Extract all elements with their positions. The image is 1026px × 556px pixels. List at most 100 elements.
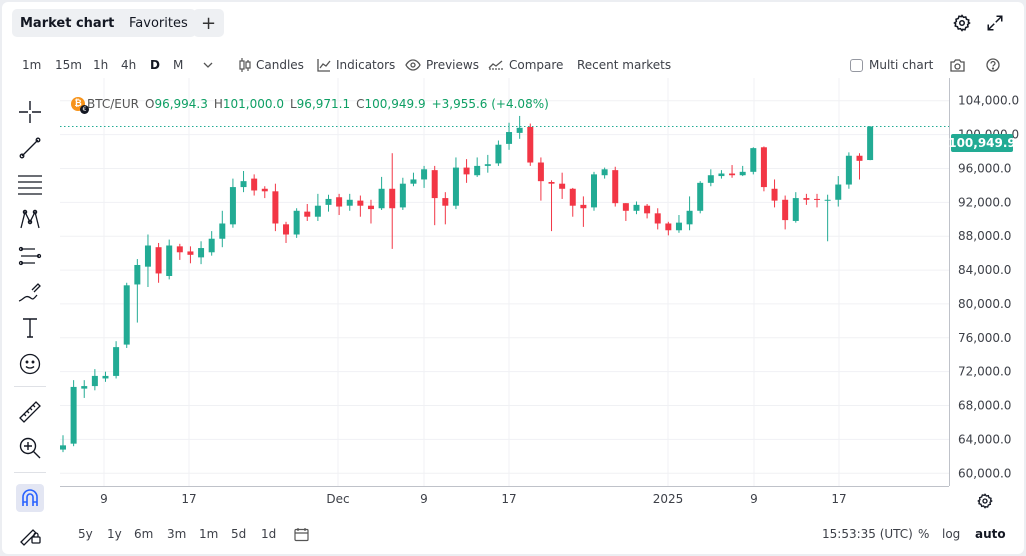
indicators-button[interactable]: Indicators — [317, 56, 395, 74]
brush-icon[interactable] — [16, 279, 44, 307]
auto-toggle[interactable]: auto — [975, 527, 1006, 541]
candle-body — [750, 148, 757, 172]
candle-body — [803, 198, 810, 200]
candle-body — [686, 210, 693, 225]
magnet-icon[interactable] — [16, 484, 44, 512]
text-icon[interactable] — [16, 314, 44, 342]
recent-markets-button[interactable]: Recent markets — [577, 58, 672, 72]
y-tick-label: 88,000.0 — [958, 229, 1011, 243]
candle-body — [144, 245, 151, 267]
candle-body — [771, 188, 778, 201]
range-6m[interactable]: 6m — [134, 527, 154, 541]
candle-body — [697, 182, 704, 211]
tab-market-chart[interactable]: Market chart ✕ — [12, 9, 141, 37]
calendar-icon[interactable] — [294, 526, 309, 542]
candle-body — [484, 164, 491, 166]
candle-body — [506, 132, 513, 144]
candle-body — [60, 445, 66, 450]
crosshair-icon[interactable] — [16, 98, 44, 126]
open-value: O96,994.3 — [144, 97, 208, 111]
multi-chart-toggle[interactable]: Multi chart — [850, 56, 933, 74]
x-tick-label: Dec — [326, 492, 349, 506]
x-tick-label: 9 — [100, 492, 108, 506]
help-icon[interactable] — [986, 56, 1005, 74]
y-tick-label: 64,000.0 — [958, 432, 1011, 446]
candle-body — [644, 205, 651, 214]
compare-label: Compare — [509, 58, 564, 72]
candle-body — [219, 223, 226, 239]
y-tick-label: 96,000.0 — [958, 161, 1011, 175]
emoji-icon[interactable] — [16, 350, 44, 378]
zoom-in-icon[interactable] — [16, 434, 44, 462]
chevron-down-icon[interactable] — [203, 56, 218, 74]
candles-icon — [239, 58, 251, 72]
range-5y[interactable]: 5y — [78, 527, 93, 541]
range-1y[interactable]: 1y — [107, 527, 122, 541]
candle-body — [336, 197, 343, 207]
indicators-label: Indicators — [336, 58, 396, 72]
clock-time[interactable]: 15:53:35 (UTC) — [822, 527, 913, 541]
range-5d[interactable]: 5d — [231, 527, 247, 541]
interval-1m[interactable]: 1m — [22, 58, 42, 72]
candles-label: Candles — [256, 58, 304, 72]
range-1m[interactable]: 1m — [199, 527, 219, 541]
log-toggle[interactable]: log — [942, 527, 961, 541]
camera-icon[interactable] — [950, 56, 970, 74]
add-tab-button[interactable]: + — [193, 9, 224, 37]
lock-drawings-icon[interactable] — [16, 520, 44, 548]
high-value: H101,000.0 — [213, 97, 284, 111]
range-3m[interactable]: 3m — [167, 527, 187, 541]
fib-lines-icon[interactable] — [16, 170, 44, 198]
candle-body — [495, 144, 502, 164]
interval-m[interactable]: M — [173, 58, 184, 72]
candle-body — [729, 173, 736, 176]
candles-button[interactable]: Candles — [239, 56, 304, 74]
ohlc-legend: ₿ € BTC/EUR O96,994.3 H101,000.0 L96,971.… — [71, 96, 555, 114]
symbol-label: BTC/EUR — [87, 97, 139, 111]
settings-icon[interactable] — [952, 13, 972, 33]
percent-toggle[interactable]: % — [918, 527, 930, 541]
candle-body — [166, 245, 173, 276]
candle-body — [548, 181, 555, 184]
candle-body — [707, 175, 714, 183]
low-value: L96,971.1 — [289, 97, 351, 111]
candle-body — [782, 199, 789, 221]
y-tick-label: 84,000.0 — [958, 263, 1011, 277]
candle-body — [516, 127, 523, 133]
y-tick-label: 80,000.0 — [958, 297, 1011, 311]
interval-1h[interactable]: 1h — [93, 58, 109, 72]
y-tick-label: 76,000.0 — [958, 331, 1011, 345]
pattern-icon[interactable] — [16, 206, 44, 234]
candle-body — [70, 386, 77, 444]
tab-favorites[interactable]: Favorites — [121, 9, 196, 37]
range-1d[interactable]: 1d — [261, 527, 277, 541]
x-tick-label: 9 — [750, 492, 758, 506]
candle-body — [442, 198, 449, 206]
interval-d[interactable]: D — [150, 58, 160, 72]
ruler-icon[interactable] — [16, 398, 44, 426]
trend-line-icon[interactable] — [16, 134, 44, 162]
interval-4h[interactable]: 4h — [121, 58, 137, 72]
indicators-icon — [317, 59, 331, 72]
y-tick-label: 68,000.0 — [958, 399, 1011, 413]
previews-button[interactable]: Previews — [405, 56, 479, 74]
compare-button[interactable]: Compare — [488, 56, 563, 74]
change-value: +3,955.6 (+4.08%) — [431, 97, 549, 111]
candle-body — [665, 223, 672, 231]
candle-body — [537, 162, 544, 182]
tab-label: Market chart — [20, 15, 115, 31]
candle-body — [283, 224, 290, 235]
projection-icon[interactable] — [16, 242, 44, 270]
axis-settings-icon[interactable] — [975, 491, 995, 511]
candle-body — [421, 169, 428, 180]
fullscreen-icon[interactable] — [985, 13, 1005, 33]
candle-body — [240, 181, 247, 188]
candle-body — [527, 126, 534, 163]
bitcoin-icon: ₿ € — [71, 97, 89, 114]
multi-chart-checkbox[interactable] — [850, 58, 863, 72]
candle-body — [559, 183, 566, 189]
interval-15m[interactable]: 15m — [55, 58, 82, 72]
candle-body — [357, 200, 364, 206]
